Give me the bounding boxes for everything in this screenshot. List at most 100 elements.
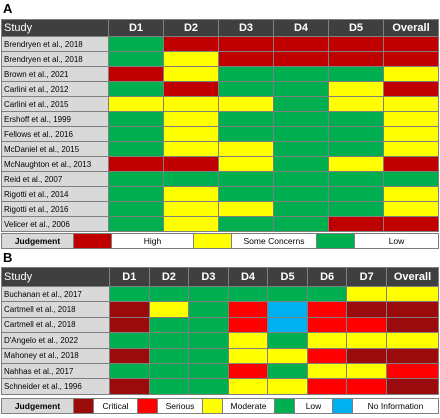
rating-cell-b-r4-d3 [188, 332, 229, 349]
rating-cell-b-r5-d7 [346, 347, 387, 364]
table-row: Velicer et al., 2006 [1, 216, 439, 232]
rating-cell-b-r7-d4 [227, 378, 269, 395]
legend-label-low: Low [354, 233, 439, 249]
rating-cell-a-r13-d1 [108, 216, 164, 232]
rating-cell-b-r2-d6 [306, 301, 348, 318]
rating-cell-a-r11-d3 [218, 186, 274, 202]
table-row: Fellows et al., 2016 [1, 126, 439, 142]
rating-cell-a-r13-overall [383, 216, 439, 232]
rating-cell-a-r8-overall [383, 141, 439, 157]
rating-cell-a-r13-d2 [163, 216, 219, 232]
rating-cell-b-r2-d1 [109, 301, 150, 318]
rating-cell-a-r6-overall [383, 111, 439, 127]
column-header-d2: D2 [163, 19, 219, 37]
legend-swatch-critical [73, 398, 94, 414]
rating-cell-a-r5-d1 [108, 96, 164, 112]
rating-cell-a-r9-d5 [328, 156, 384, 172]
rating-cell-b-r6-d6 [306, 362, 348, 380]
rating-cell-b-r1-overall [386, 285, 439, 303]
rating-cell-b-r4-d7 [346, 332, 387, 349]
legend-label-serious: Serious [157, 398, 203, 414]
rating-cell-b-r4-overall [386, 332, 439, 349]
rating-cell-a-r11-d2 [163, 186, 219, 202]
legend-title: Judgement [1, 233, 74, 249]
rating-cell-a-r3-d3 [218, 66, 274, 82]
rating-cell-a-r11-d4 [273, 186, 329, 202]
rating-cell-b-r2-d2 [148, 301, 190, 318]
legend-swatch-some-concerns [193, 233, 232, 249]
legend-label-high: High [111, 233, 194, 249]
study-name: McDaniel et al., 2015 [1, 141, 109, 157]
rating-cell-b-r3-d6 [306, 316, 348, 334]
rating-cell-b-r2-d5 [267, 301, 308, 318]
rating-cell-b-r5-d1 [109, 347, 150, 364]
rating-cell-a-r1-d3 [218, 36, 274, 52]
rating-cell-b-r6-d7 [346, 362, 387, 380]
study-name: D'Angelo et al., 2022 [1, 332, 110, 349]
rating-cell-a-r7-d4 [273, 126, 329, 142]
rating-cell-a-r1-overall [383, 36, 439, 52]
rating-cell-b-r1-d4 [227, 285, 269, 303]
column-header-overall: Overall [386, 267, 439, 287]
study-name: Fellows et al., 2016 [1, 126, 109, 142]
table-row: Carlini et al., 2012 [1, 81, 439, 97]
column-header-d1: D1 [108, 19, 164, 37]
legend-swatch-low [316, 233, 355, 249]
rating-cell-a-r4-d1 [108, 81, 164, 97]
rating-cell-b-r7-d3 [188, 378, 229, 395]
column-header-d6: D6 [306, 267, 348, 287]
rating-cell-b-r2-d3 [188, 301, 229, 318]
study-name: McNaughton et al., 2013 [1, 156, 109, 172]
rating-cell-a-r5-d4 [273, 96, 329, 112]
rating-cell-a-r1-d1 [108, 36, 164, 52]
rating-cell-b-r1-d6 [306, 285, 348, 303]
rating-cell-a-r2-d5 [328, 51, 384, 67]
rating-cell-a-r10-overall [383, 171, 439, 187]
rating-cell-b-r3-d1 [109, 316, 150, 334]
study-name: Rigotti et al., 2016 [1, 201, 109, 217]
panel-label-b: B [3, 250, 13, 265]
rating-cell-a-r8-d1 [108, 141, 164, 157]
legend-swatch-no-information [332, 398, 353, 414]
legend-swatch-low [274, 398, 295, 414]
rating-cell-a-r7-overall [383, 126, 439, 142]
rating-cell-b-r6-d5 [267, 362, 308, 380]
rating-cell-b-r1-d5 [267, 285, 308, 303]
table-row: Buchanan et al., 2017 [1, 285, 439, 303]
legend-label-no-information: No Information [352, 398, 439, 414]
rating-cell-b-r1-d7 [346, 285, 387, 303]
column-header-d7: D7 [346, 267, 387, 287]
rating-cell-b-r2-d7 [346, 301, 387, 318]
rating-cell-b-r3-d2 [148, 316, 190, 334]
rating-cell-b-r5-d5 [267, 347, 308, 364]
column-header-d3: D3 [218, 19, 274, 37]
study-name: Mahoney et al., 2018 [1, 347, 110, 364]
study-name: Carlini et al., 2015 [1, 96, 109, 112]
rating-cell-a-r9-d4 [273, 156, 329, 172]
legend-title: Judgement [1, 398, 74, 414]
column-header-d5: D5 [267, 267, 308, 287]
table-row: Carlini et al., 2015 [1, 96, 439, 112]
legend-a-row: Judgement High Some Concerns Low [1, 233, 439, 249]
legend-label-critical: Critical [93, 398, 138, 414]
study-name: Velicer et al., 2006 [1, 216, 109, 232]
table-row: Brown et al., 2021 [1, 66, 439, 82]
column-header-study: Study [1, 19, 109, 37]
study-name: Brown et al., 2021 [1, 66, 109, 82]
rating-cell-a-r11-overall [383, 186, 439, 202]
rating-cell-a-r5-d3 [218, 96, 274, 112]
rating-cell-a-r8-d3 [218, 141, 274, 157]
rating-cell-a-r5-overall [383, 96, 439, 112]
study-name: Reid et al., 2007 [1, 171, 109, 187]
rating-cell-a-r4-d3 [218, 81, 274, 97]
rating-cell-b-r4-d2 [148, 332, 190, 349]
rating-cell-b-r2-overall [386, 301, 439, 318]
study-name: Buchanan et al., 2017 [1, 285, 110, 303]
rating-cell-b-r5-d2 [148, 347, 190, 364]
rating-cell-b-r7-d2 [148, 378, 190, 395]
table-b-body: Buchanan et al., 2017 Cartmell et al., 20… [1, 285, 439, 395]
table-a-body: Brendryen et al., 2018 Brendryen et al., … [1, 36, 439, 232]
rating-cell-a-r1-d5 [328, 36, 384, 52]
rating-cell-a-r2-d4 [273, 51, 329, 67]
table-row: Ershoff et al., 1999 [1, 111, 439, 127]
